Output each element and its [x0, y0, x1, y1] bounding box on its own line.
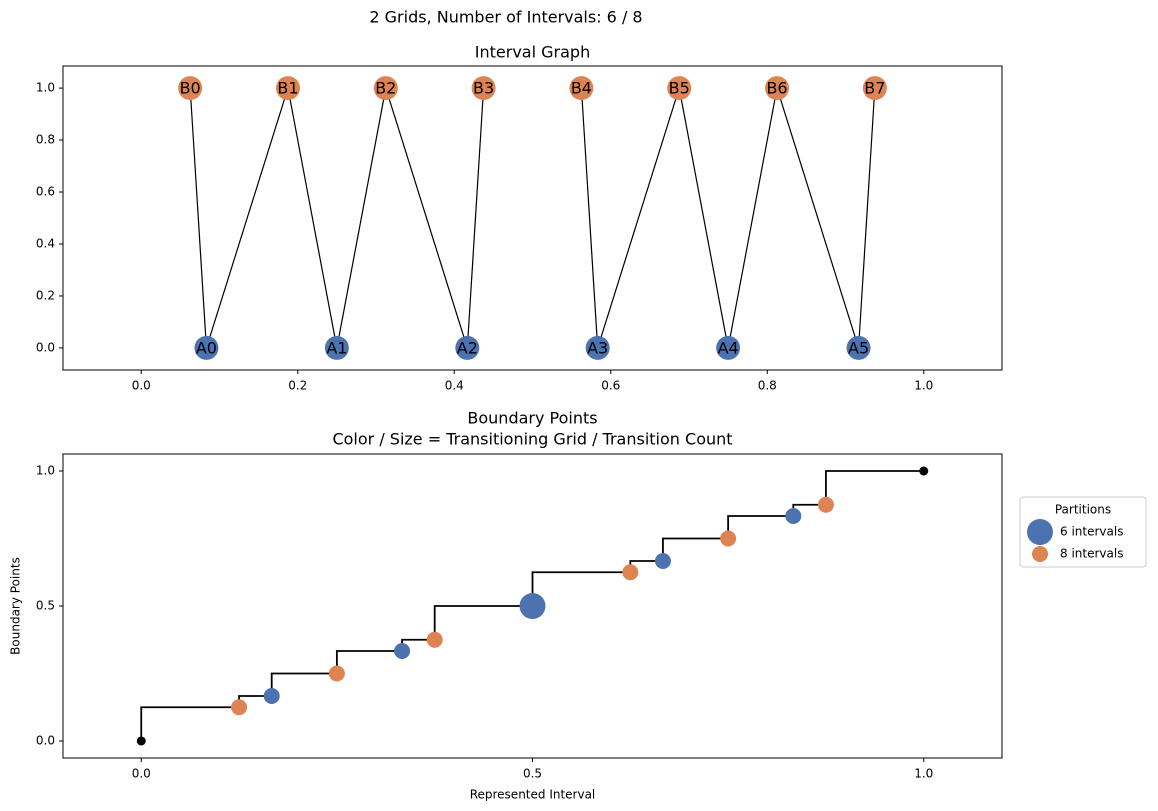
node-label: B7 — [864, 79, 885, 98]
x-tick-label: 0.2 — [288, 379, 307, 393]
point — [817, 496, 834, 513]
chart-subtitle: Color / Size = Transitioning Grid / Tran… — [332, 430, 732, 449]
node-label: A2 — [457, 338, 478, 357]
point — [654, 552, 671, 569]
chart-title: Interval Graph — [475, 43, 590, 62]
point — [426, 631, 443, 648]
x-axis-label: Represented Interval — [470, 788, 596, 802]
node — [455, 335, 480, 360]
node-label: A3 — [587, 338, 608, 357]
node-label: B6 — [766, 79, 787, 98]
legend-marker — [1032, 546, 1048, 562]
legend-label: 6 intervals — [1060, 525, 1123, 539]
edge — [189, 88, 208, 348]
node — [585, 335, 610, 360]
edge — [597, 87, 680, 349]
plot-frame — [62, 65, 1003, 371]
edge — [385, 87, 468, 349]
point — [394, 643, 411, 660]
node-label: A1 — [326, 338, 347, 357]
edge — [336, 87, 387, 349]
y-axis-label: Boundary Points — [9, 557, 23, 655]
legend-title: Partitions — [1055, 503, 1111, 517]
chart-title: Boundary Points — [467, 409, 597, 428]
y-tick-label: 1.0 — [36, 81, 55, 95]
edge — [287, 87, 338, 349]
y-tick-label: 0.6 — [36, 185, 55, 199]
point — [231, 699, 248, 716]
legend-label: 8 intervals — [1060, 547, 1123, 561]
x-tick-label: 0.0 — [132, 767, 151, 781]
node — [569, 76, 594, 101]
node-label: B3 — [473, 79, 494, 98]
x-tick-label: 0.8 — [758, 379, 777, 393]
node-label: B0 — [180, 79, 201, 98]
x-tick-label: 0.4 — [445, 379, 464, 393]
edge — [727, 87, 778, 349]
edge — [678, 87, 729, 349]
node-label: B4 — [571, 79, 592, 98]
x-tick-label: 1.0 — [914, 767, 933, 781]
node-label: B1 — [277, 79, 298, 98]
node — [716, 335, 741, 360]
point — [263, 687, 280, 704]
y-tick-label: 0.4 — [36, 236, 55, 250]
legend-frame — [1019, 496, 1147, 568]
node — [275, 76, 300, 101]
node — [324, 335, 349, 360]
node-label: B2 — [375, 79, 396, 98]
node-label: A4 — [718, 338, 739, 357]
point — [519, 593, 546, 619]
y-tick-label: 0.0 — [36, 733, 55, 747]
x-tick-label: 0.6 — [601, 379, 620, 393]
x-tick-label: 0.0 — [132, 379, 151, 393]
endpoint — [919, 466, 929, 476]
edge — [466, 88, 485, 348]
node-label: A5 — [848, 338, 869, 357]
node — [373, 76, 398, 101]
point — [622, 564, 639, 581]
y-tick-label: 1.0 — [36, 464, 55, 478]
legend-marker — [1027, 519, 1053, 545]
edge — [857, 88, 876, 348]
node — [471, 76, 496, 101]
node — [862, 76, 887, 101]
edge — [580, 88, 599, 348]
node — [178, 76, 203, 101]
y-tick-label: 0.8 — [36, 133, 55, 147]
point — [720, 530, 737, 547]
node — [846, 335, 871, 360]
edge — [776, 87, 860, 349]
y-tick-label: 0.5 — [36, 599, 55, 613]
point — [785, 508, 802, 525]
node — [667, 76, 692, 101]
figure-title: 2 Grids, Number of Intervals: 6 / 8 — [369, 8, 642, 27]
x-tick-label: 0.5 — [523, 767, 542, 781]
y-tick-label: 0.0 — [36, 340, 55, 354]
y-tick-label: 0.2 — [36, 288, 55, 302]
edge — [205, 87, 289, 349]
node — [765, 76, 790, 101]
x-tick-label: 1.0 — [914, 379, 933, 393]
node — [194, 335, 219, 360]
node-label: A0 — [196, 338, 217, 357]
endpoint — [136, 736, 146, 746]
point — [328, 665, 345, 682]
node-label: B5 — [669, 79, 690, 98]
